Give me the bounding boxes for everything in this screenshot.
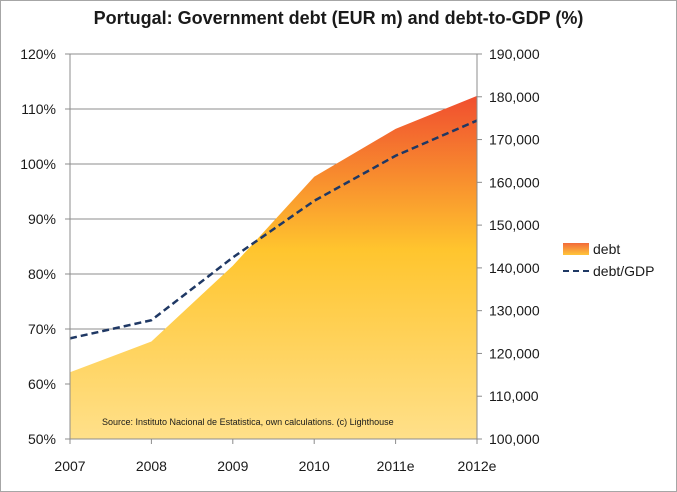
legend-swatch-debt [563, 243, 589, 255]
left-tick-label: 110% [21, 101, 56, 117]
x-tick-label: 2008 [136, 458, 167, 474]
left-tick-label: 90% [28, 211, 56, 227]
x-tick-label: 2012e [458, 458, 497, 474]
left-tick-label: 60% [28, 376, 56, 392]
legend-swatch-debt-gdp [563, 270, 589, 272]
left-tick-label: 80% [28, 266, 56, 282]
debt-gdp-line [69, 119, 478, 340]
left-tick-label: 120% [20, 46, 56, 62]
x-tick-label: 2011e [377, 458, 415, 474]
legend-label-debt-gdp: debt/GDP [593, 263, 655, 279]
right-tick-label: 130,000 [489, 303, 540, 319]
legend-label-debt: debt [593, 241, 621, 257]
right-tick-label: 160,000 [489, 174, 540, 190]
left-tick-label: 70% [28, 321, 56, 337]
debt-area [70, 95, 477, 439]
chart-title: Portugal: Government debt (EUR m) and de… [93, 8, 584, 28]
x-tick-label: 2007 [54, 458, 85, 474]
legend-item-debt-gdp: debt/GDP [563, 260, 673, 282]
right-tick-label: 110,000 [489, 388, 539, 404]
right-tick-label: 140,000 [489, 260, 540, 276]
right-tick-label: 100,000 [489, 431, 540, 447]
right-tick-label: 180,000 [489, 89, 540, 105]
left-tick-label: 100% [20, 156, 56, 172]
left-tick-label: 50% [28, 431, 56, 447]
right-tick-label: 120,000 [489, 345, 540, 361]
right-tick-label: 170,000 [489, 132, 540, 148]
x-tick-label: 2009 [217, 458, 248, 474]
right-tick-label: 190,000 [489, 46, 540, 62]
legend-item-debt: debt [563, 238, 673, 260]
x-tick-label: 2010 [299, 458, 330, 474]
right-tick-label: 150,000 [489, 217, 540, 233]
legend: debt debt/GDP [563, 238, 673, 282]
source-annotation: Source: Instituto Nacional de Estatistic… [102, 417, 394, 427]
